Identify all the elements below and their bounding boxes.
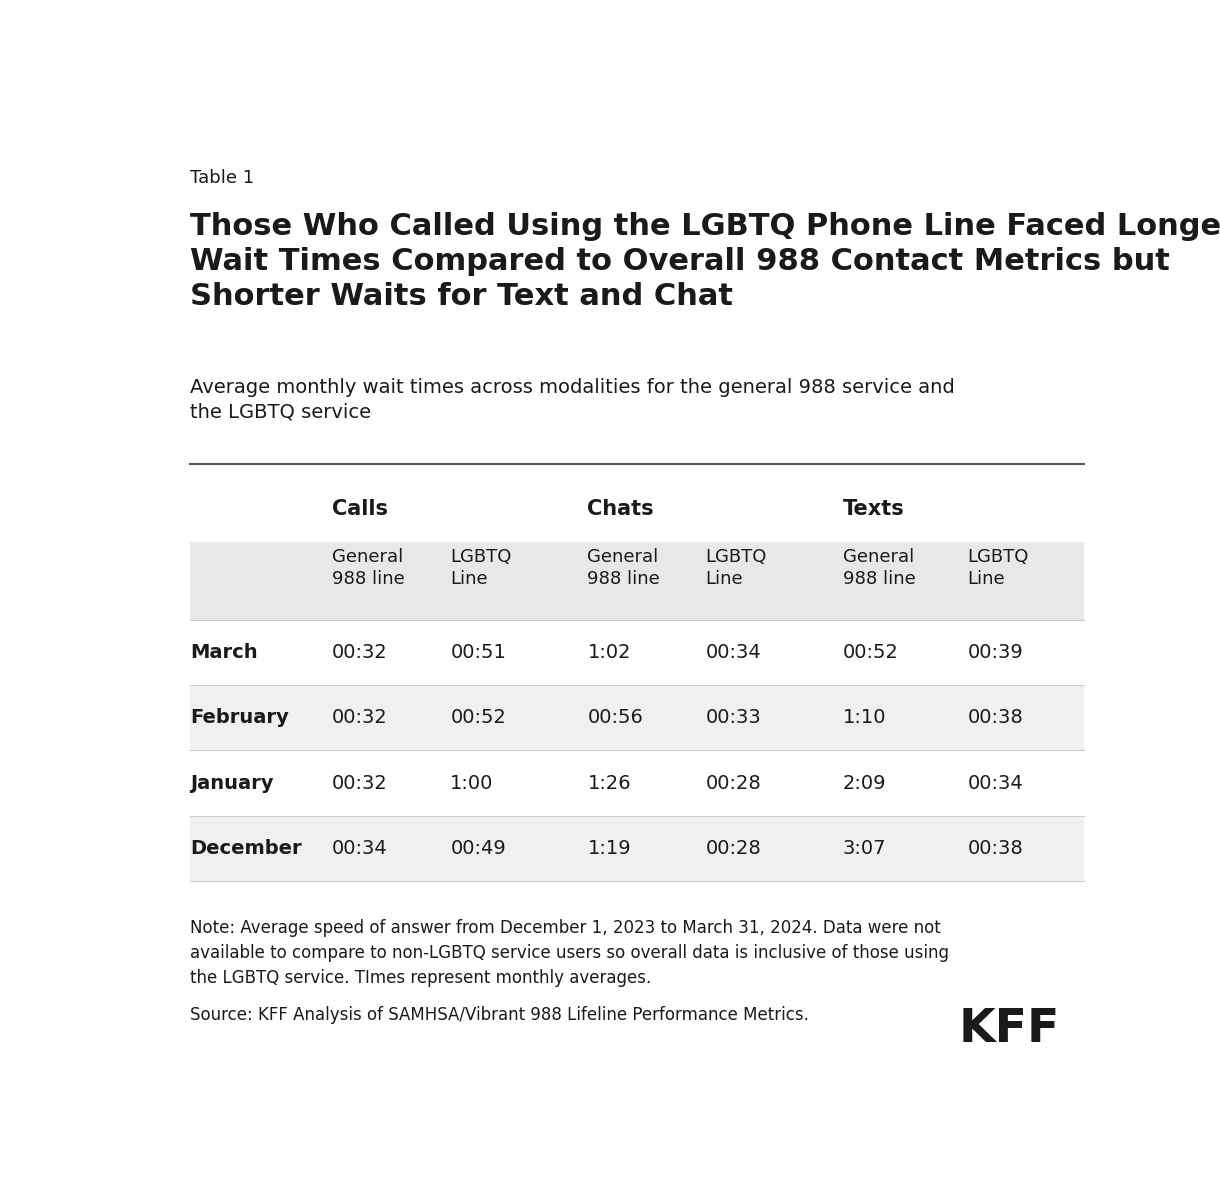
- Text: 00:32: 00:32: [332, 643, 388, 662]
- Text: 1:26: 1:26: [588, 774, 631, 793]
- Text: 3:07: 3:07: [843, 839, 886, 858]
- Text: 00:38: 00:38: [967, 839, 1024, 858]
- Text: 1:02: 1:02: [588, 643, 631, 662]
- Text: 1:10: 1:10: [843, 708, 886, 727]
- Text: Texts: Texts: [843, 499, 904, 519]
- Text: 00:33: 00:33: [705, 708, 761, 727]
- Text: 00:28: 00:28: [705, 774, 761, 793]
- Text: February: February: [190, 708, 289, 727]
- Text: 00:39: 00:39: [967, 643, 1024, 662]
- Text: LGBTQ
Line: LGBTQ Line: [705, 548, 767, 588]
- Text: January: January: [190, 774, 273, 793]
- Text: 00:52: 00:52: [843, 643, 899, 662]
- Text: Average monthly wait times across modalities for the general 988 service and
the: Average monthly wait times across modali…: [190, 378, 955, 421]
- Text: Note: Average speed of answer from December 1, 2023 to March 31, 2024. Data were: Note: Average speed of answer from Decem…: [190, 919, 949, 988]
- Text: 2:09: 2:09: [843, 774, 886, 793]
- Text: General
988 line: General 988 line: [332, 548, 405, 588]
- Text: 00:32: 00:32: [332, 708, 388, 727]
- Bar: [190, 684, 1083, 750]
- Text: 00:34: 00:34: [705, 643, 761, 662]
- Bar: [190, 620, 1083, 684]
- Text: 00:52: 00:52: [450, 708, 506, 727]
- Text: 00:51: 00:51: [450, 643, 506, 662]
- Text: 00:32: 00:32: [332, 774, 388, 793]
- Text: 1:00: 1:00: [450, 774, 494, 793]
- Text: 00:49: 00:49: [450, 839, 506, 858]
- Text: Source: KFF Analysis of SAMHSA/Vibrant 988 Lifeline Performance Metrics.: Source: KFF Analysis of SAMHSA/Vibrant 9…: [190, 1005, 809, 1024]
- Text: Calls: Calls: [332, 499, 388, 519]
- Text: December: December: [190, 839, 301, 858]
- Text: Those Who Called Using the LGBTQ Phone Line Faced Longer
Wait Times Compared to : Those Who Called Using the LGBTQ Phone L…: [190, 212, 1220, 312]
- Text: General
988 line: General 988 line: [588, 548, 660, 588]
- Text: 00:56: 00:56: [588, 708, 643, 727]
- Text: March: March: [190, 643, 257, 662]
- Text: KFF: KFF: [959, 1008, 1060, 1053]
- Text: LGBTQ
Line: LGBTQ Line: [967, 548, 1028, 588]
- Text: 00:34: 00:34: [332, 839, 388, 858]
- Text: Chats: Chats: [588, 499, 654, 519]
- Text: 00:34: 00:34: [967, 774, 1024, 793]
- Bar: [190, 815, 1083, 881]
- Text: 00:28: 00:28: [705, 839, 761, 858]
- Bar: [190, 543, 1083, 620]
- Text: 1:19: 1:19: [588, 839, 631, 858]
- Bar: [190, 750, 1083, 815]
- Text: Table 1: Table 1: [190, 169, 255, 186]
- Text: LGBTQ
Line: LGBTQ Line: [450, 548, 511, 588]
- Text: General
988 line: General 988 line: [843, 548, 915, 588]
- Text: 00:38: 00:38: [967, 708, 1024, 727]
